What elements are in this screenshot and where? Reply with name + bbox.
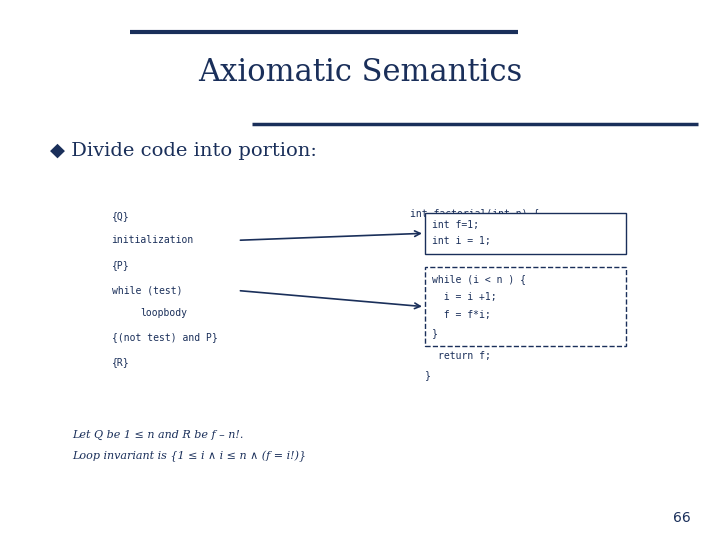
Text: i = i +1;: i = i +1; [432,292,497,302]
Text: int factorial(int n) {: int factorial(int n) { [410,208,540,218]
Text: {Q}: {Q} [112,211,129,221]
Text: Loop invariant is {1 ≤ i ∧ i ≤ n ∧ (f = i!)}: Loop invariant is {1 ≤ i ∧ i ≤ n ∧ (f = … [72,450,306,462]
Text: }: } [425,370,431,380]
Text: loopbody: loopbody [140,308,187,318]
Text: initialization: initialization [112,235,194,245]
Text: {P}: {P} [112,260,129,269]
Text: Let Q be 1 ≤ n and R be f – n!.: Let Q be 1 ≤ n and R be f – n!. [72,430,243,440]
Bar [425,267,626,346]
Text: f = f*i;: f = f*i; [432,310,491,320]
Text: }: } [432,328,438,338]
Text: return f;: return f; [438,352,490,361]
Text: while (test): while (test) [112,286,182,295]
Text: {(not test) and P}: {(not test) and P} [112,333,217,342]
Text: Axiomatic Semantics: Axiomatic Semantics [198,57,522,89]
Text: int f=1;: int f=1; [432,220,479,230]
Text: ◆ Divide code into portion:: ◆ Divide code into portion: [50,142,318,160]
Text: 66: 66 [673,511,691,525]
Text: {R}: {R} [112,357,129,367]
Bar [425,213,626,254]
Text: while (i < n ) {: while (i < n ) { [432,274,526,284]
Text: int i = 1;: int i = 1; [432,237,491,246]
